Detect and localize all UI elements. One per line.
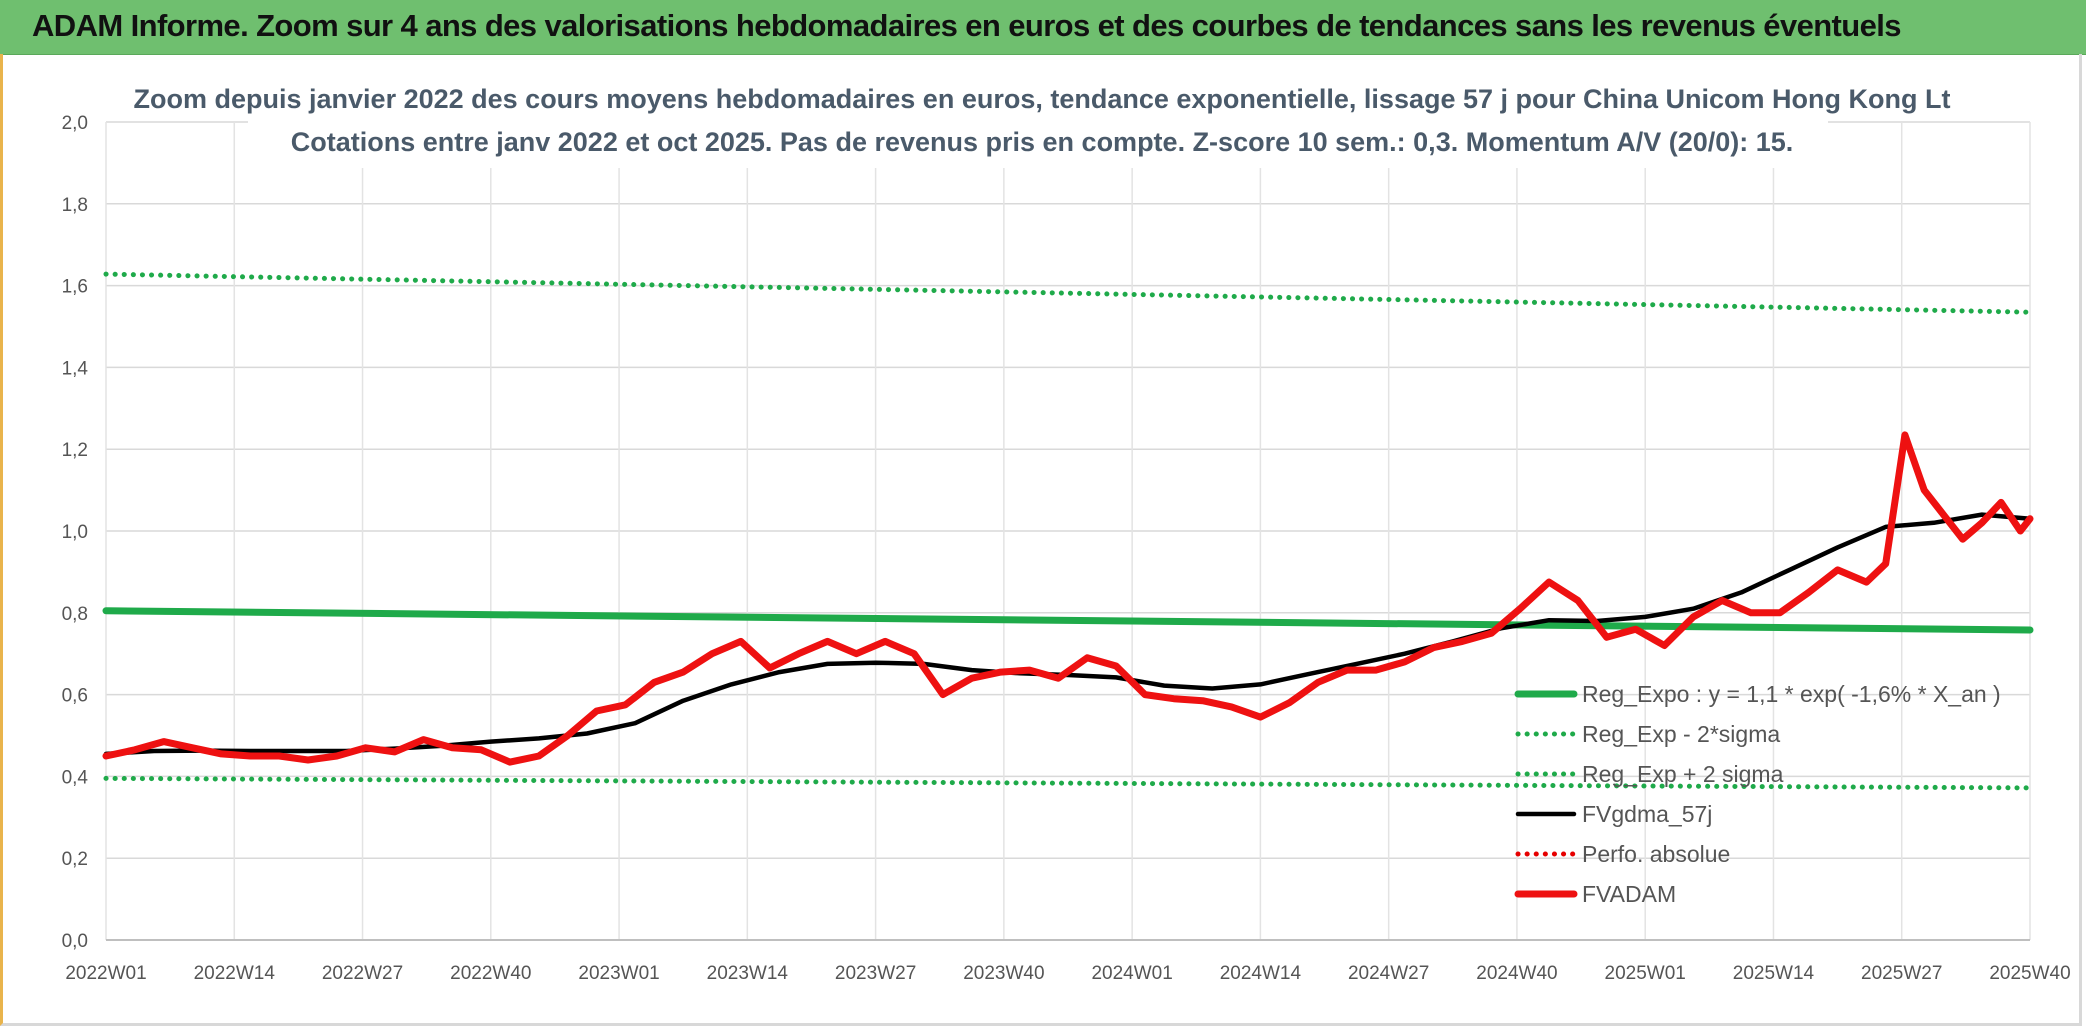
x-tick-label: 2025W40 bbox=[1989, 963, 2070, 984]
grid-layer bbox=[105, 76, 2031, 941]
chart-title: Zoom depuis janvier 2022 des cours moyen… bbox=[134, 84, 1951, 114]
series-line-0 bbox=[102, 607, 2034, 634]
legend-label: FVgdma_57j bbox=[1582, 801, 1712, 827]
y-tick-label: 1,0 bbox=[62, 522, 88, 543]
x-tick-label: 2023W01 bbox=[578, 963, 659, 984]
legend: Reg_Expo : y = 1,1 * exp( -1,6% * X_an )… bbox=[1514, 681, 2001, 907]
x-tick-label: 2024W40 bbox=[1476, 963, 1557, 984]
x-tick-label: 2025W14 bbox=[1733, 963, 1815, 984]
y-tick-label: 0,0 bbox=[62, 931, 88, 952]
y-tick-label: 0,2 bbox=[62, 849, 88, 870]
legend-label: Perfo. absolue bbox=[1582, 841, 1730, 867]
legend-label: Reg_Exp - 2*sigma bbox=[1582, 721, 1780, 747]
series-line-2 bbox=[103, 271, 2033, 315]
series-layer bbox=[102, 271, 2034, 791]
x-tick-label: 2024W14 bbox=[1220, 963, 1302, 984]
series-line-5 bbox=[102, 431, 2034, 766]
y-tick-label: 0,6 bbox=[62, 686, 88, 707]
series-line-3 bbox=[103, 512, 2033, 757]
y-tick-label: 0,8 bbox=[62, 604, 88, 625]
y-tick-label: 1,2 bbox=[62, 440, 88, 461]
y-tick-label: 0,4 bbox=[62, 767, 89, 788]
header-bar: ADAM Informe. Zoom sur 4 ans des valoris… bbox=[0, 0, 2086, 55]
x-tick-label: 2023W40 bbox=[963, 963, 1044, 984]
x-tick-label: 2022W40 bbox=[450, 963, 531, 984]
legend-label: Reg_Expo : y = 1,1 * exp( -1,6% * X_an ) bbox=[1582, 681, 2001, 707]
x-tick-label: 2023W27 bbox=[835, 963, 916, 984]
x-tick-label: 2022W01 bbox=[65, 963, 146, 984]
series-line-1 bbox=[103, 775, 2033, 791]
x-tick-label: 2025W01 bbox=[1605, 963, 1686, 984]
x-tick-label: 2024W27 bbox=[1348, 963, 1429, 984]
y-tick-label: 1,8 bbox=[62, 195, 88, 216]
y-tick-label: 1,4 bbox=[62, 358, 89, 379]
chart-subtitle: Cotations entre janv 2022 et oct 2025. P… bbox=[291, 127, 1794, 157]
legend-label: Reg_Exp + 2 sigma bbox=[1582, 761, 1784, 787]
axis-layer: 0,0 0,2 0,4 0,6 0,8 1,0 1,2 1,4 1,6 1,8 2,0 2022W01… bbox=[62, 113, 2071, 984]
x-tick-label: 2025W27 bbox=[1861, 963, 1942, 984]
page-title: ADAM Informe. Zoom sur 4 ans des valoris… bbox=[32, 8, 1902, 43]
chart-frame bbox=[0, 54, 2082, 1026]
legend-label: FVADAM bbox=[1582, 881, 1676, 907]
x-tick-label: 2023W14 bbox=[707, 963, 789, 984]
title-box bbox=[248, 76, 1828, 168]
x-tick-label: 2022W14 bbox=[194, 963, 276, 984]
y-tick-label: 1,6 bbox=[62, 277, 88, 298]
x-tick-label: 2022W27 bbox=[322, 963, 403, 984]
x-tick-label: 2024W01 bbox=[1091, 963, 1172, 984]
y-tick-label: 2,0 bbox=[62, 113, 88, 134]
